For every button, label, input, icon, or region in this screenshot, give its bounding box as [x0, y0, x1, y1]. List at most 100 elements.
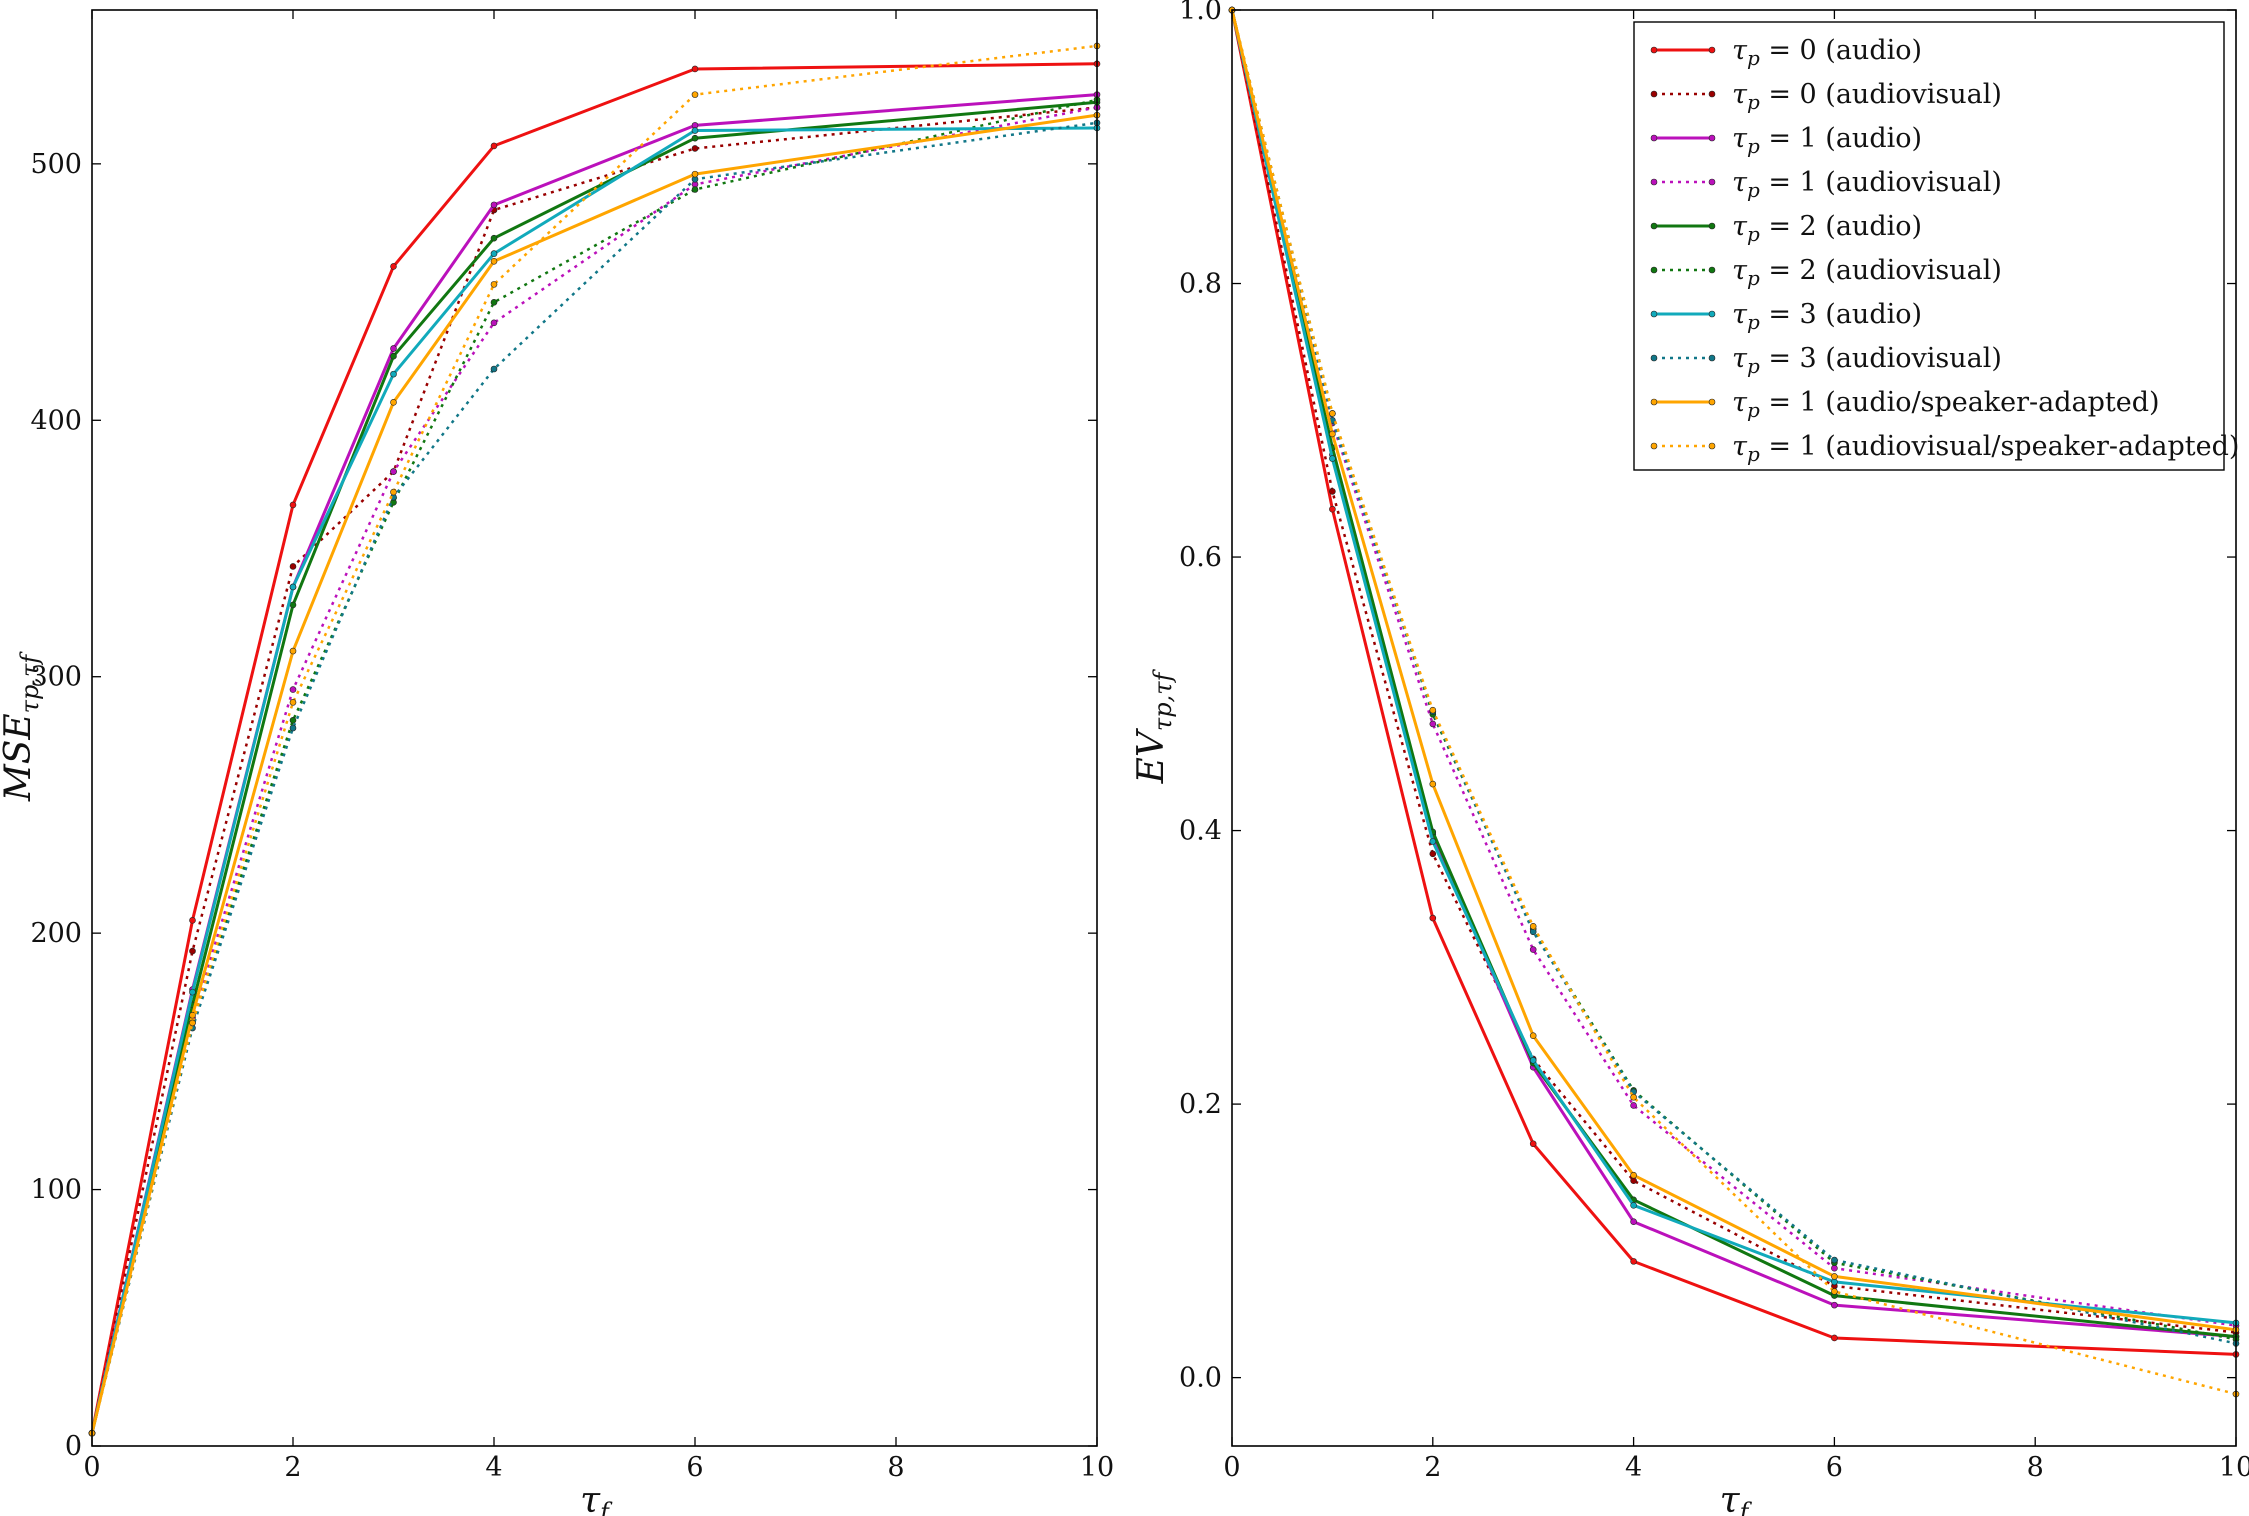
data-point: [1831, 1334, 1838, 1342]
x-tick-label: 6: [1826, 1452, 1843, 1483]
data-point: [390, 468, 397, 475]
legend-marker: [1650, 222, 1658, 230]
data-point: [1630, 1177, 1637, 1184]
x-tick-label: 6: [686, 1452, 703, 1483]
x-axis-label: τf: [580, 1480, 613, 1516]
series-line-0: [90, 62, 1098, 1434]
series-line-2: [90, 93, 1098, 1434]
data-point: [1529, 1057, 1537, 1064]
data-point: [490, 281, 498, 288]
data-point: [691, 65, 699, 73]
legend-marker: [1708, 46, 1716, 54]
series-line-3: [90, 106, 1098, 1434]
plot-frame: [91, 9, 1098, 1447]
data-point: [1429, 838, 1437, 845]
y-tick-label: 400: [30, 405, 82, 436]
data-point: [490, 365, 498, 373]
series-line-8: [90, 113, 1098, 1434]
data-point: [1831, 1273, 1838, 1280]
y-tick-label: 0.8: [1179, 269, 1222, 300]
legend-marker: [1708, 354, 1716, 362]
y-tick-label: 500: [30, 149, 82, 180]
x-tick-label: 4: [1625, 1452, 1642, 1483]
data-point: [189, 988, 196, 996]
legend-label: τp = 3 (audiovisual): [1732, 343, 2002, 378]
series-line-1: [90, 106, 1098, 1434]
y-tick-label: 0.2: [1179, 1089, 1222, 1120]
data-point: [1831, 1278, 1838, 1286]
data-point: [390, 370, 397, 378]
data-point: [289, 699, 297, 706]
legend-marker: [1650, 178, 1658, 186]
legend-marker: [1708, 90, 1716, 98]
data-point: [1529, 923, 1537, 930]
data-point: [490, 201, 498, 209]
legend-marker: [1650, 310, 1658, 318]
data-point: [189, 1011, 196, 1019]
y-tick-label: 0: [65, 1431, 82, 1462]
data-point: [1630, 1171, 1637, 1179]
y-axis-label: MSEτp,τf: [0, 651, 44, 802]
data-point: [1630, 1102, 1637, 1109]
legend-marker: [1650, 266, 1658, 274]
data-point: [189, 917, 196, 924]
data-point: [691, 170, 699, 178]
data-point: [1529, 1032, 1537, 1040]
series-line-7: [90, 121, 1098, 1434]
data-point: [390, 488, 397, 496]
y-axis-label: EVτp,τf: [1131, 669, 1177, 785]
data-point: [189, 947, 196, 955]
x-tick-label: 2: [1424, 1452, 1441, 1483]
data-point: [1529, 1140, 1537, 1148]
legend-marker: [1650, 398, 1658, 406]
legend-marker: [1650, 134, 1658, 142]
data-point: [490, 234, 498, 242]
data-point: [189, 1019, 196, 1027]
x-tick-label: 4: [485, 1452, 502, 1483]
data-point: [1429, 706, 1437, 714]
data-point: [289, 724, 297, 732]
data-point: [1630, 1258, 1637, 1265]
x-tick-label: 2: [284, 1452, 301, 1483]
y-tick-label: 0.0: [1179, 1363, 1222, 1394]
legend-label: τp = 2 (audio): [1732, 211, 1922, 246]
y-tick-label: 300: [30, 662, 82, 693]
data-point: [691, 186, 699, 193]
data-point: [289, 601, 297, 609]
ev-chart-panel: 0 2 4 6 8 10 0.0 0.2 0.4 0.6 0.8 1.0 τf EVτp,τf: [1131, 0, 2249, 1516]
y-tick-label: 200: [30, 918, 82, 949]
legend-marker: [1708, 310, 1716, 318]
x-tick-label: 10: [2219, 1452, 2249, 1483]
data-point: [490, 250, 498, 257]
data-point: [1329, 455, 1336, 462]
data-point: [1329, 505, 1336, 513]
legend-marker: [1708, 134, 1716, 142]
series-line-4: [90, 100, 1098, 1434]
data-point: [490, 319, 498, 327]
data-point: [390, 352, 397, 360]
data-point: [490, 299, 498, 306]
legend-marker: [1708, 442, 1716, 450]
data-point: [1429, 720, 1437, 728]
data-point: [289, 647, 297, 655]
data-point: [1429, 850, 1437, 858]
series-line-6: [90, 126, 1098, 1434]
legend-marker: [1708, 266, 1716, 274]
legend-label: τp = 1 (audiovisual/speaker-adapted): [1732, 431, 2239, 466]
legend-box: [1633, 21, 2225, 471]
data-point: [1630, 1093, 1637, 1101]
data-point: [1429, 914, 1437, 922]
y-tick-label: 0.4: [1179, 816, 1222, 847]
x-axis-label: τf: [1720, 1480, 1753, 1516]
x-tick-label: 0: [83, 1452, 100, 1483]
legend-marker: [1708, 398, 1716, 406]
data-point: [289, 686, 297, 693]
legend-label: τp = 1 (audiovisual): [1732, 167, 2002, 202]
data-point: [390, 345, 397, 352]
data-point: [390, 263, 397, 270]
y-tick-label: 100: [30, 1175, 82, 1206]
legend-label: τp = 3 (audio): [1732, 299, 1922, 334]
x-tick-label: 10: [1080, 1452, 1114, 1483]
